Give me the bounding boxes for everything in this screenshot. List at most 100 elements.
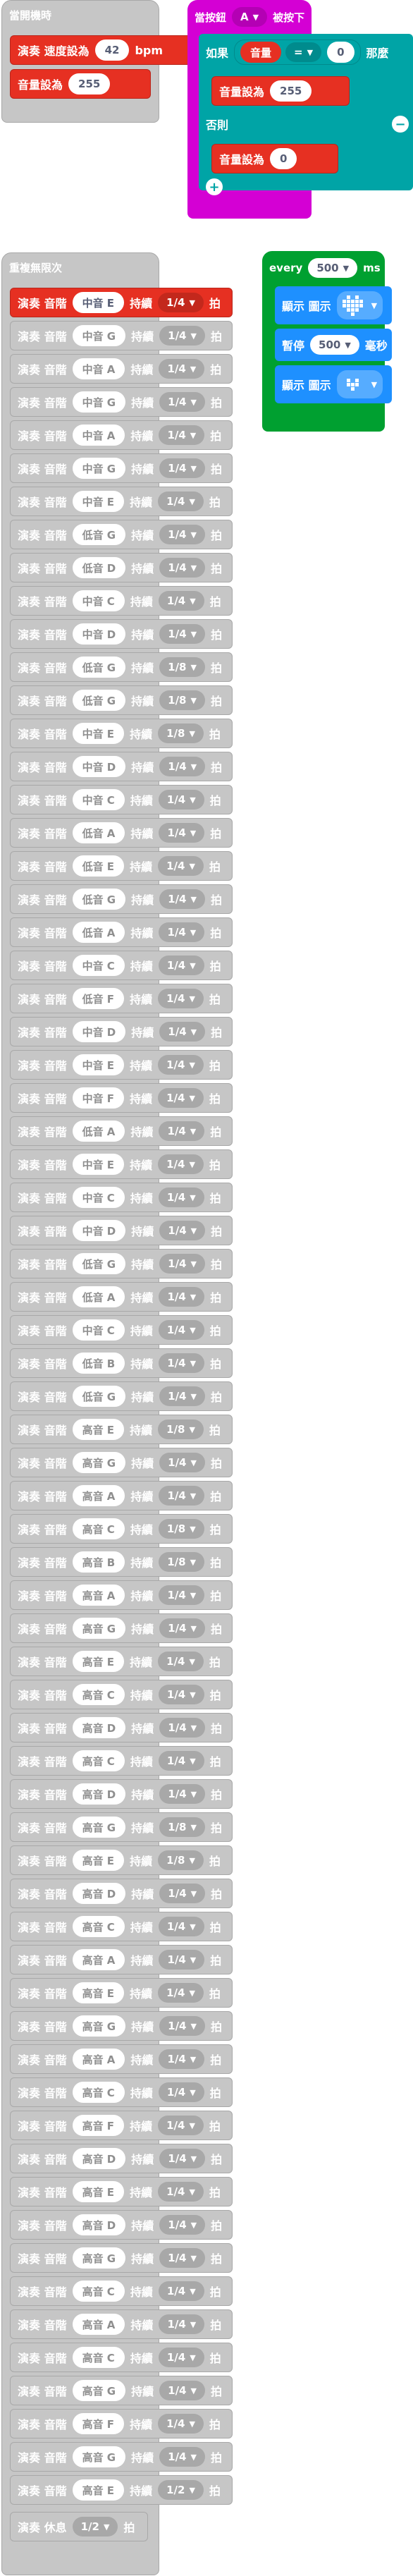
play-note-block[interactable]: 演奏 音階 低音 G 持續 1/4 ▼ 拍 [10,1249,233,1278]
rest-value-dropdown[interactable]: 1/2 ▼ [72,2517,118,2537]
duration-dropdown[interactable]: 1/4 ▼ [159,326,205,346]
play-note-block[interactable]: 演奏 音階 低音 D 持續 1/4 ▼ 拍 [10,553,233,582]
duration-dropdown[interactable]: 1/4 ▼ [159,359,205,379]
play-note-block[interactable]: 演奏 音階 高音 C 持續 1/8 ▼ 拍 [10,1514,233,1544]
note-picker[interactable]: 低音 A [72,822,125,843]
duration-dropdown[interactable]: 1/4 ▼ [159,558,206,578]
duration-dropdown[interactable]: 1/4 ▼ [159,1718,206,1738]
duration-dropdown[interactable]: 1/4 ▼ [159,624,206,644]
play-note-block[interactable]: 演奏 音階 中音 C 持續 1/4 ▼ 拍 [10,951,233,980]
play-note-block[interactable]: 演奏 音階 中音 F 持續 1/4 ▼ 拍 [10,1083,233,1113]
duration-dropdown[interactable]: 1/4 ▼ [159,1884,206,1903]
duration-dropdown[interactable]: 1/4 ▼ [159,1221,206,1240]
compare-block[interactable]: 音量 = ▼ 0 [234,39,361,65]
remove-else-icon[interactable]: − [392,116,409,133]
duration-dropdown[interactable]: 1/4 ▼ [158,790,204,810]
note-picker[interactable]: 高音 C [72,1916,125,1937]
play-note-block[interactable]: 演奏 音階 中音 D 持續 1/4 ▼ 拍 [10,1216,233,1245]
play-note-block[interactable]: 演奏 音階 高音 A 持續 1/4 ▼ 拍 [10,1945,233,1974]
duration-dropdown[interactable]: 1/4 ▼ [159,2215,206,2235]
play-note-block[interactable]: 演奏 音階 低音 B 持續 1/4 ▼ 拍 [10,1348,233,1378]
play-note-block[interactable]: 演奏 音階 高音 A 持續 1/4 ▼ 拍 [10,2044,233,2074]
note-picker[interactable]: 高音 D [72,1717,126,1738]
then-volume-value-input[interactable]: 255 [270,80,312,102]
play-note-block[interactable]: 演奏 音階 高音 A 持續 1/4 ▼ 拍 [10,2309,233,2339]
duration-dropdown[interactable]: 1/4 ▼ [159,525,205,544]
note-picker[interactable]: 高音 D [72,1883,126,1904]
else-set-volume-block[interactable]: 音量設為 0 [211,144,338,173]
note-picker[interactable]: 高音 C [72,2082,125,2103]
play-note-block[interactable]: 演奏 音階 高音 G 持續 1/4 ▼ 拍 [10,2243,233,2273]
note-picker[interactable]: 低音 D [72,557,126,578]
show-icon-block-2[interactable]: 顯示 圖示 ▼ [275,365,392,403]
note-picker[interactable]: 高音 C [72,1684,125,1705]
every-interval-dropdown[interactable]: 500 ▼ [308,258,358,278]
duration-dropdown[interactable]: 1/8 ▼ [159,1552,205,1572]
play-note-block[interactable]: 演奏 音階 高音 C 持續 1/4 ▼ 拍 [10,2077,233,2107]
play-note-block[interactable]: 演奏 音階 中音 C 持續 1/4 ▼ 拍 [10,1315,233,1345]
note-picker[interactable]: 中音 C [72,789,125,810]
play-note-block[interactable]: 演奏 音階 中音 A 持續 1/4 ▼ 拍 [10,354,233,384]
note-picker[interactable]: 高音 D [72,1783,126,1805]
play-note-block[interactable]: 演奏 音階 低音 F 持續 1/4 ▼ 拍 [10,984,233,1013]
button-dropdown[interactable]: A ▼ [232,7,268,27]
note-picker[interactable]: 中音 A [72,425,125,446]
play-note-block[interactable]: 演奏 音階 低音 G 持續 1/4 ▼ 拍 [10,1381,233,1411]
duration-dropdown[interactable]: 1/4 ▼ [158,1917,204,1936]
play-note-block[interactable]: 演奏 音階 中音 D 持續 1/4 ▼ 拍 [10,1017,233,1046]
duration-dropdown[interactable]: 1/4 ▼ [159,2016,205,2036]
note-picker[interactable]: 高音 E [72,1850,125,1871]
note-picker[interactable]: 低音 G [72,1386,126,1407]
play-note-block[interactable]: 演奏 音階 低音 G 持續 1/8 ▼ 拍 [10,685,233,715]
play-note-block[interactable]: 演奏 音階 中音 E 持續 1/4 ▼ 拍 [10,1149,233,1179]
note-picker[interactable]: 低音 G [72,889,126,910]
duration-dropdown[interactable]: 1/4 ▼ [159,1121,205,1141]
duration-dropdown[interactable]: 1/4 ▼ [158,2414,204,2434]
play-note-block[interactable]: 演奏 音階 低音 G 持續 1/4 ▼ 拍 [10,884,233,914]
duration-dropdown[interactable]: 1/8 ▼ [159,1817,205,1837]
play-note-block[interactable]: 演奏 音階 高音 D 持續 1/4 ▼ 拍 [10,2210,233,2240]
then-set-volume-block[interactable]: 音量設為 255 [211,76,350,106]
note-picker[interactable]: 高音 G [72,1817,126,1838]
note-picker[interactable]: 低音 F [72,988,125,1009]
note-picker[interactable]: 高音 A [72,2049,125,2070]
note-picker[interactable]: 中音 G [72,391,126,413]
play-note-block[interactable]: 演奏 音階 中音 E 持續 1/4 ▼ 拍 [10,487,233,516]
duration-dropdown[interactable]: 1/4 ▼ [158,591,204,611]
duration-dropdown[interactable]: 1/4 ▼ [158,989,204,1008]
note-picker[interactable]: 高音 E [72,1982,125,2003]
icon-picker-1[interactable]: ▼ [336,291,383,319]
duration-dropdown[interactable]: 1/4 ▼ [158,293,204,312]
note-picker[interactable]: 中音 E [72,1154,125,1175]
play-note-block[interactable]: 演奏 音階 低音 G 持續 1/8 ▼ 拍 [10,652,233,682]
note-picker[interactable]: 高音 F [72,2115,125,2136]
duration-dropdown[interactable]: 1/4 ▼ [159,757,206,776]
set-volume-block[interactable]: 音量設為 255 [10,69,151,99]
duration-dropdown[interactable]: 1/4 ▼ [159,2049,205,2069]
note-picker[interactable]: 高音 E [72,1651,125,1672]
note-picker[interactable]: 中音 A [72,358,125,379]
note-picker[interactable]: 低音 A [72,1121,125,1142]
pause-block[interactable]: 暫停 500 ▼ 毫秒 [275,329,392,361]
play-note-block[interactable]: 演奏 音階 中音 A 持續 1/4 ▼ 拍 [10,420,233,450]
play-note-block[interactable]: 演奏 音階 中音 G 持續 1/4 ▼ 拍 [10,453,233,483]
note-picker[interactable]: 中音 D [72,1220,126,1241]
note-picker[interactable]: 低音 A [72,922,125,943]
play-note-block[interactable]: 演奏 音階 高音 B 持續 1/8 ▼ 拍 [10,1547,233,1577]
duration-dropdown[interactable]: 1/4 ▼ [158,1154,204,1174]
duration-dropdown[interactable]: 1/4 ▼ [159,922,205,942]
note-picker[interactable]: 高音 E [72,2479,125,2501]
note-picker[interactable]: 高音 G [72,2015,126,2037]
note-picker[interactable]: 中音 E [72,1054,125,1075]
duration-dropdown[interactable]: 1/4 ▼ [159,2248,205,2268]
play-note-block[interactable]: 演奏 音階 高音 G 持續 1/4 ▼ 拍 [10,1613,233,1643]
note-picker[interactable]: 高音 G [72,1618,126,1639]
play-note-block[interactable]: 演奏 音階 中音 C 持續 1/4 ▼ 拍 [10,1183,233,1212]
note-picker[interactable]: 高音 F [72,2413,125,2434]
play-note-block[interactable]: 演奏 音階 低音 E 持續 1/4 ▼ 拍 [10,851,233,881]
note-picker[interactable]: 低音 G [72,1253,126,1274]
note-picker[interactable]: 中音 E [72,723,125,744]
volume-reporter[interactable]: 音量 [240,42,282,63]
note-picker[interactable]: 高音 A [72,1585,125,1606]
note-picker[interactable]: 中音 E [72,292,125,313]
